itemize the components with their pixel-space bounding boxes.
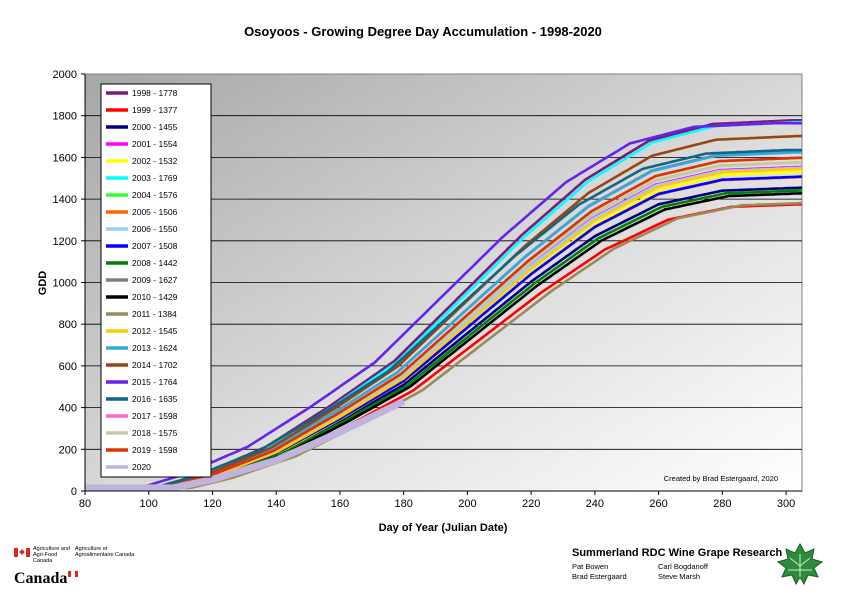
legend-entry: 2009 - 1627 [132, 275, 178, 285]
legend-entry: 2018 - 1575 [132, 428, 178, 438]
x-tick-label: 200 [458, 498, 476, 510]
y-tick-label: 1200 [53, 236, 77, 248]
x-tick-label: 260 [649, 498, 667, 510]
x-tick-label: 300 [777, 498, 795, 510]
legend-entry: 2016 - 1635 [132, 394, 178, 404]
y-tick-label: 2000 [53, 69, 77, 81]
legend-entry: 2005 - 1506 [132, 207, 178, 217]
axes: 0 200 400 600 800 1000 1200 1400 1600 1800 2000 80 1… [53, 69, 802, 510]
y-tick-label: 800 [59, 319, 77, 331]
x-tick-label: 80 [79, 498, 91, 510]
person: Pat Bowen [572, 562, 609, 571]
legend-entry: 2019 - 1598 [132, 445, 178, 455]
legend-entry: 2020 [132, 462, 151, 472]
legend-entry: 2010 - 1429 [132, 292, 178, 302]
person: Brad Estergaard [572, 572, 627, 581]
canada-flag-icon [14, 548, 30, 557]
legend-entry: 2012 - 1545 [132, 326, 178, 336]
wordmark-flag-icon [68, 571, 79, 577]
y-tick-label: 1800 [53, 111, 77, 123]
chart-title: Osoyoos - Growing Degree Day Accumulatio… [244, 24, 602, 39]
y-tick-label: 1400 [53, 194, 77, 206]
legend-entry: 2000 - 1455 [132, 122, 178, 132]
aafc-name-fr: Agriculture et Agroalimentaire Canada [75, 546, 135, 558]
people-list: Pat Bowen Carl Bogdanoff Brad Estergaard… [572, 562, 782, 582]
legend-entry: 2007 - 1508 [132, 241, 178, 251]
legend-entry: 2008 - 1442 [132, 258, 178, 268]
y-tick-label: 1000 [53, 278, 77, 290]
x-tick-label: 160 [331, 498, 349, 510]
x-tick-label: 180 [394, 498, 412, 510]
x-tick-label: 240 [586, 498, 604, 510]
legend-entry: 2003 - 1769 [132, 173, 178, 183]
y-tick-label: 600 [59, 361, 77, 373]
y-tick-label: 1600 [53, 152, 77, 164]
y-tick-label: 0 [71, 486, 77, 498]
x-tick-label: 120 [203, 498, 221, 510]
legend-entry: 2001 - 1554 [132, 139, 178, 149]
chart: Osoyoos - Growing Degree Day Accumulatio… [37, 24, 803, 534]
legend-entry: 2006 - 1550 [132, 224, 178, 234]
legend-entry: 2015 - 1764 [132, 377, 178, 387]
legend: 1998 - 1778 1999 - 1377 2000 - 1455 2001 - … [100, 83, 212, 478]
person: Steve Marsh [658, 572, 701, 581]
aafc-name-en: Agriculture and Agri-Food Canada [33, 546, 70, 564]
aafc-logo: Agriculture and Agri-Food Canada Agricul… [14, 546, 139, 588]
legend-entry: 2014 - 1702 [132, 360, 178, 370]
y-tick-label: 400 [59, 403, 77, 415]
chart-annotation: Created by Brad Estergaard, 2020 [664, 474, 778, 483]
srdc-credit: Summerland RDC Wine Grape Research Pat B… [572, 547, 782, 582]
x-tick-label: 280 [713, 498, 731, 510]
legend-entry: 1999 - 1377 [132, 105, 178, 115]
legend-entry: 2011 - 1384 [132, 309, 177, 319]
y-tick-label: 200 [59, 444, 77, 456]
person: Carl Bogdanoff [658, 562, 708, 571]
grape-leaf-icon [776, 542, 824, 586]
x-tick-label: 100 [140, 498, 158, 510]
legend-entry: 2013 - 1624 [132, 343, 178, 353]
series-line [84, 398, 406, 492]
x-tick-label: 140 [267, 498, 285, 510]
org-name: Summerland RDC Wine Grape Research [572, 547, 783, 559]
x-axis-label: Day of Year (Julian Date) [379, 522, 508, 534]
canada-wordmark: Canada [14, 570, 139, 588]
x-tick-label: 220 [522, 498, 540, 510]
legend-entry: 1998 - 1778 [132, 88, 178, 98]
legend-entry: 2004 - 1576 [132, 190, 178, 200]
legend-entry: 2017 - 1598 [132, 411, 178, 421]
legend-entry: 2002 - 1532 [132, 156, 178, 166]
y-axis-label: GDD [37, 271, 49, 296]
